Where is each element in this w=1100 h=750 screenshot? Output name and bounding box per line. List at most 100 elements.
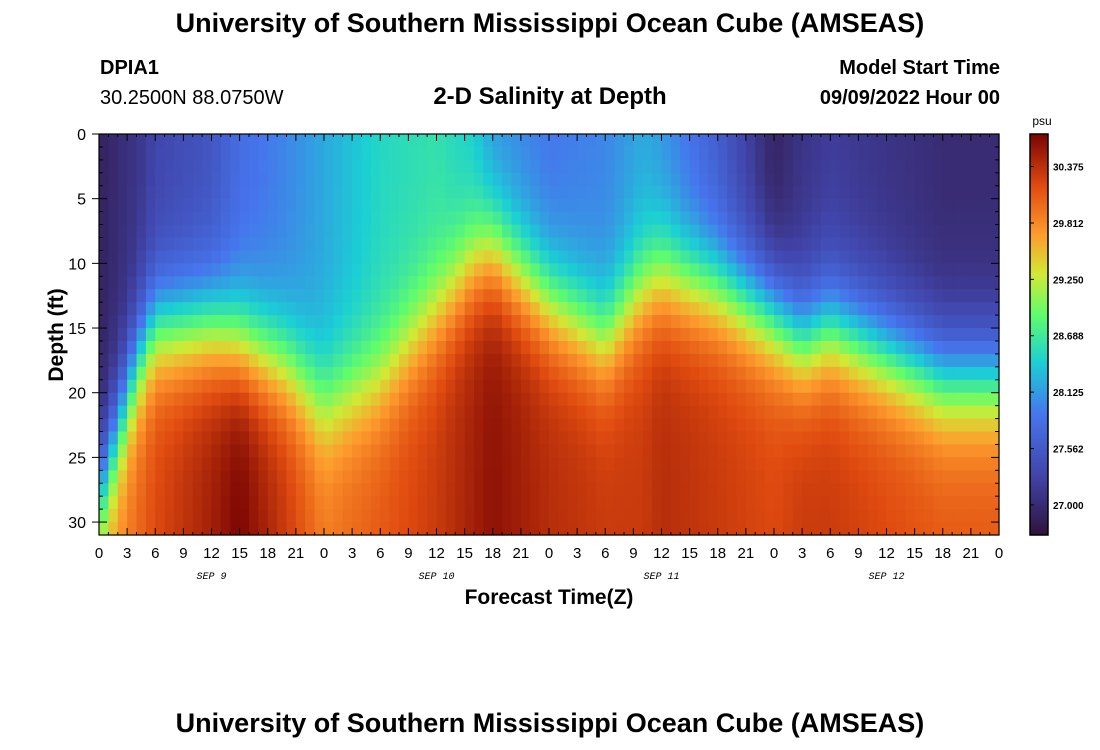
heatmap-cell	[895, 289, 906, 303]
heatmap-cell	[914, 198, 925, 213]
heatmap-cell	[661, 250, 672, 264]
heatmap-cell	[399, 198, 409, 213]
heatmap-cell	[436, 328, 447, 342]
heatmap-cell	[924, 172, 934, 187]
heatmap-cell	[867, 315, 878, 329]
heatmap-cell	[924, 379, 934, 394]
heatmap-cell	[652, 366, 663, 381]
heatmap-cell	[380, 276, 391, 290]
heatmap-cell	[680, 379, 691, 394]
heatmap-cell	[380, 444, 391, 458]
heatmap-cell	[905, 172, 916, 187]
heatmap-cell	[755, 211, 766, 226]
heatmap-cell	[314, 172, 325, 187]
heatmap-cell	[567, 392, 578, 407]
heatmap-cell	[708, 185, 719, 200]
heatmap-cell	[127, 146, 138, 161]
heatmap-cell	[980, 146, 991, 161]
heatmap-cell	[230, 198, 241, 213]
heatmap-cell	[211, 431, 222, 446]
heatmap-cell	[670, 379, 681, 394]
heatmap-cell	[502, 366, 513, 381]
heatmap-cell	[989, 237, 1000, 252]
heatmap-cell	[230, 211, 241, 226]
heatmap-cell	[642, 366, 653, 381]
heatmap-cell	[380, 250, 391, 264]
heatmap-cell	[436, 263, 447, 277]
heatmap-cell	[155, 302, 166, 316]
heatmap-cell	[642, 444, 653, 458]
heatmap-cell	[539, 457, 550, 471]
heatmap-cell	[530, 198, 541, 213]
heatmap-cell	[755, 172, 766, 187]
heatmap-cell	[792, 522, 803, 536]
heatmap-cell	[933, 340, 944, 355]
heatmap-cell	[314, 431, 325, 446]
heatmap-cell	[755, 483, 766, 497]
heatmap-cell	[511, 211, 522, 226]
heatmap-cell	[155, 198, 166, 213]
heatmap-cell	[567, 431, 578, 446]
heatmap-cell	[464, 483, 475, 497]
heatmap-cell	[652, 237, 663, 252]
heatmap-cell	[839, 134, 850, 148]
x-tick-label: 6	[151, 545, 159, 562]
heatmap-cell	[530, 405, 541, 420]
heatmap-cell	[661, 405, 672, 420]
heatmap-cell	[764, 211, 775, 226]
heatmap-cell	[164, 289, 175, 303]
heatmap-cell	[445, 185, 456, 200]
heatmap-cell	[942, 302, 953, 316]
heatmap-cell	[802, 470, 813, 484]
heatmap-cell	[211, 457, 222, 471]
heatmap-cell	[699, 418, 709, 433]
heatmap-cell	[220, 392, 231, 407]
heatmap-cell	[605, 224, 616, 239]
heatmap-cell	[595, 185, 606, 200]
heatmap-cell	[333, 289, 344, 303]
heatmap-cell	[389, 198, 400, 213]
heatmap-cell	[164, 353, 175, 368]
heatmap-cell	[380, 211, 391, 226]
heatmap-cell	[549, 185, 559, 200]
heatmap-cell	[295, 146, 306, 161]
heatmap-cell	[277, 315, 288, 329]
heatmap-cell	[211, 250, 222, 264]
heatmap-cell	[342, 250, 353, 264]
heatmap-cell	[202, 172, 213, 187]
heatmap-cell	[164, 509, 175, 523]
heatmap-cell	[145, 470, 156, 484]
heatmap-cell	[849, 366, 859, 381]
heatmap-cell	[970, 172, 981, 187]
heatmap-cell	[549, 315, 559, 329]
heatmap-cell	[117, 185, 128, 200]
heatmap-cell	[436, 315, 447, 329]
heatmap-cell	[652, 315, 663, 329]
heatmap-cell	[314, 198, 325, 213]
heatmap-cell	[605, 237, 616, 252]
heatmap-cell	[192, 444, 203, 458]
heatmap-cell	[230, 522, 241, 536]
heatmap-cell	[905, 405, 916, 420]
heatmap-cell	[399, 185, 409, 200]
heatmap-cell	[520, 379, 531, 394]
heatmap-cell	[624, 444, 634, 458]
heatmap-cell	[736, 431, 747, 446]
heatmap-cell	[370, 134, 381, 148]
heatmap-cell	[399, 224, 409, 239]
heatmap-cell	[483, 211, 494, 226]
heatmap-cell	[595, 276, 606, 290]
heatmap-cell	[183, 431, 194, 446]
heatmap-cell	[905, 444, 916, 458]
heatmap-cell	[164, 276, 175, 290]
heatmap-cell	[764, 418, 775, 433]
heatmap-cell	[267, 302, 278, 316]
heatmap-cell	[689, 302, 700, 316]
heatmap-cell	[792, 379, 803, 394]
heatmap-cell	[792, 483, 803, 497]
heatmap-cell	[970, 315, 981, 329]
heatmap-cell	[145, 496, 156, 510]
heatmap-cell	[952, 159, 963, 174]
heatmap-cell	[792, 418, 803, 433]
heatmap-cell	[595, 522, 606, 536]
